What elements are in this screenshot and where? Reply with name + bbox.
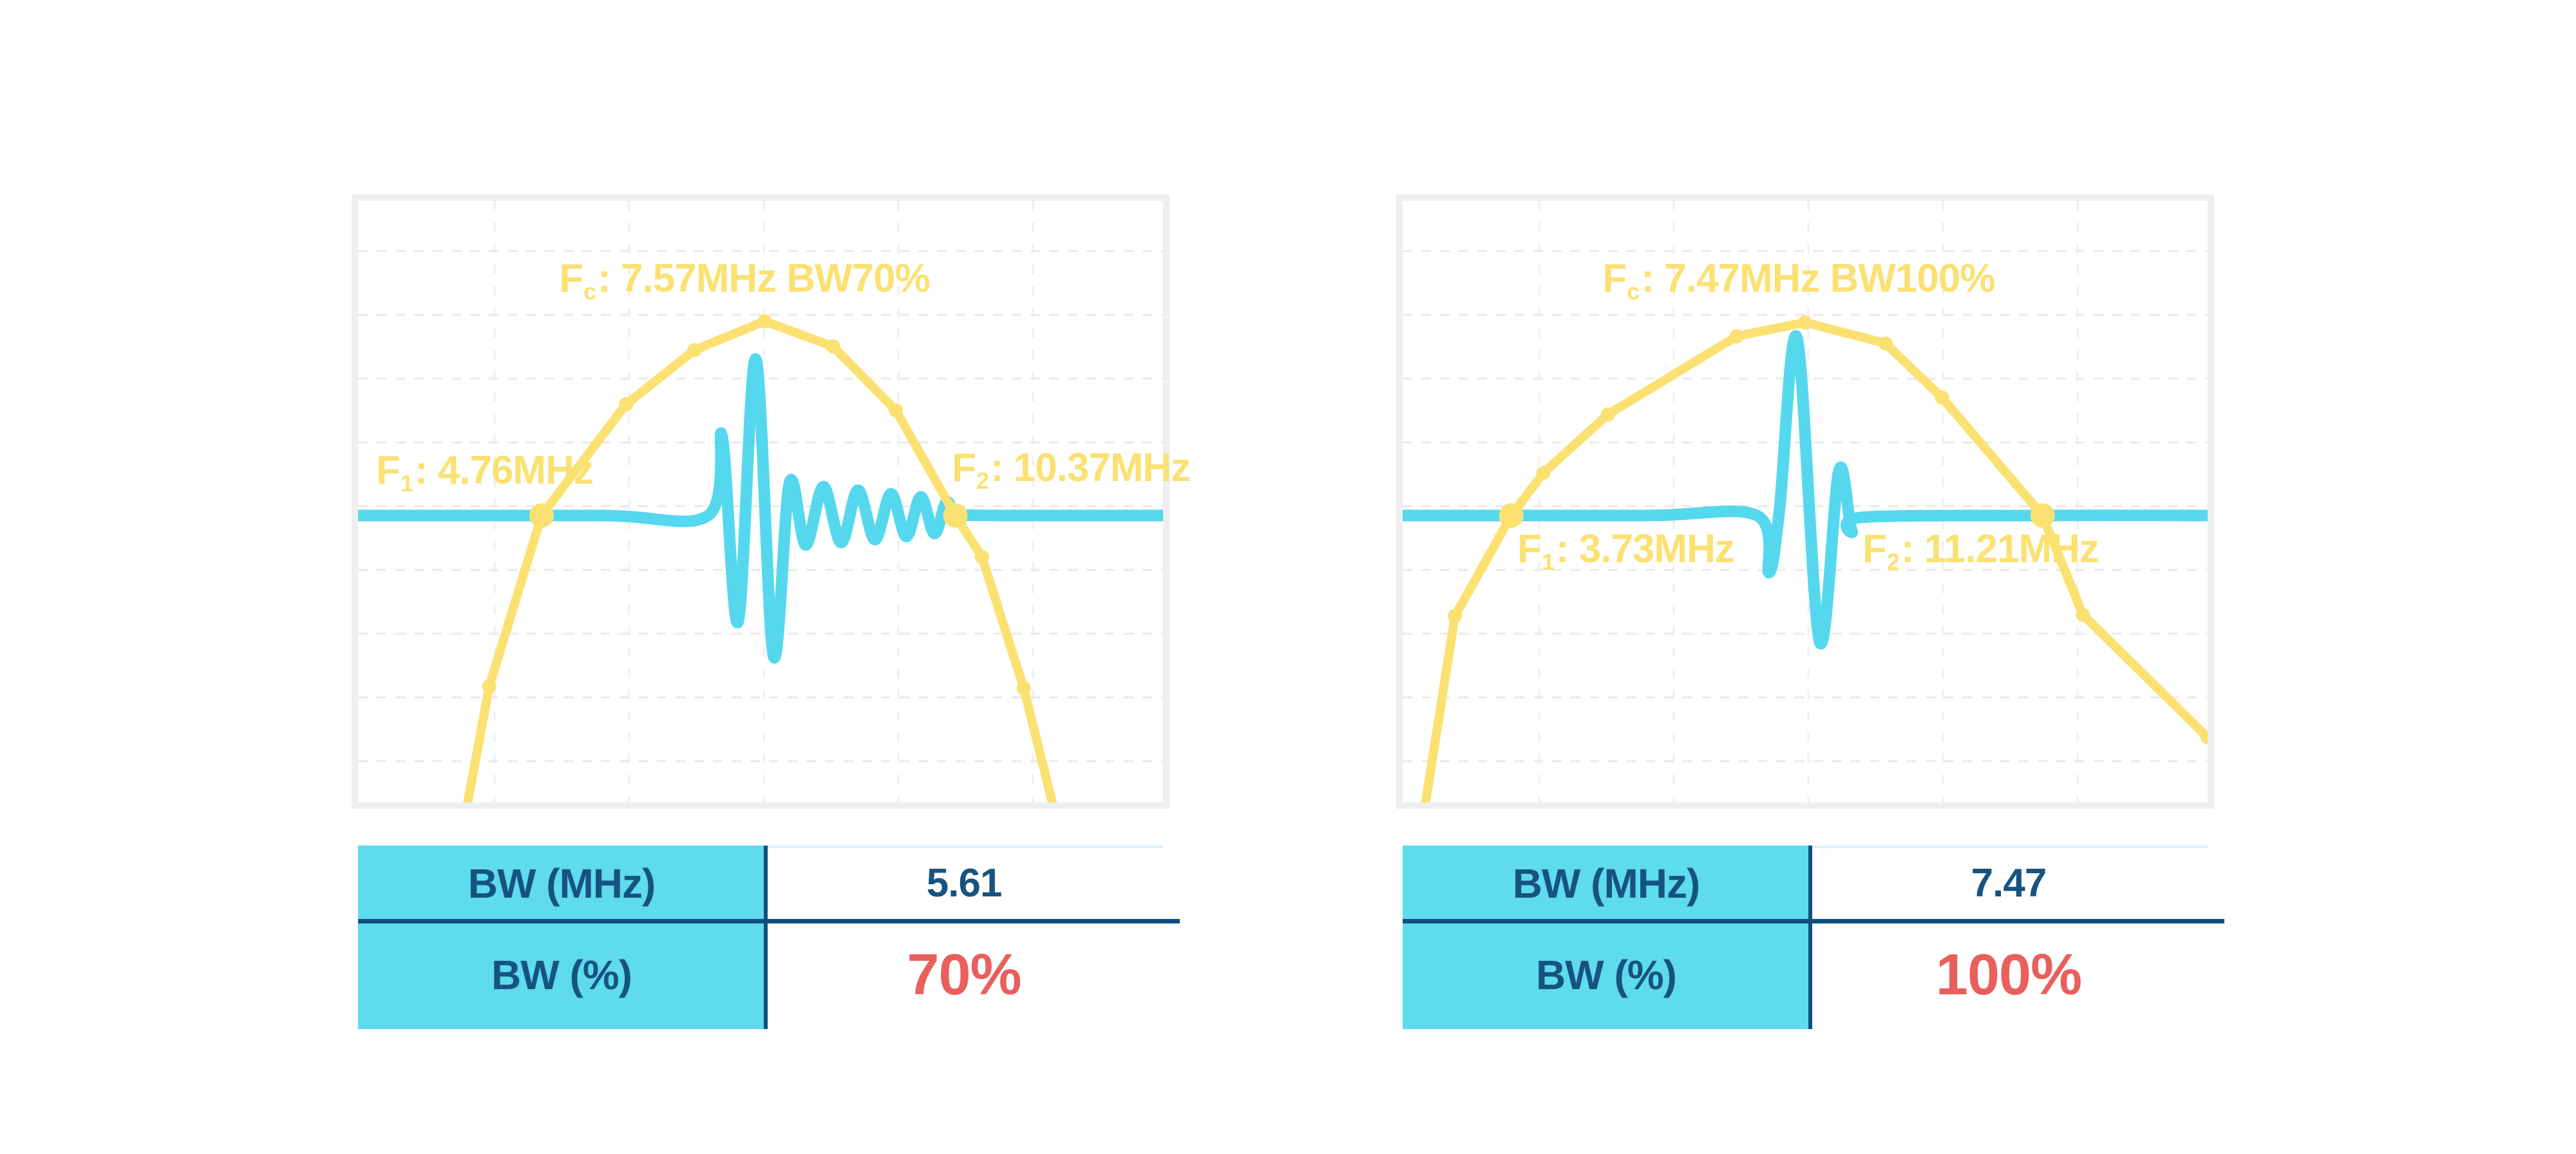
bandwidth-table-left: BW (MHz) 5.61 BW (%) 70% bbox=[358, 846, 1180, 1029]
fc-value: : 7.57MHz BW70% bbox=[598, 256, 931, 301]
f1-subscript: 1 bbox=[1541, 549, 1555, 576]
pulse-spectrum-panel-right: Fc: 7.47MHz BW100% F1: 3.73MHz F2: 11.21… bbox=[1396, 194, 2224, 1029]
f1-prefix: F bbox=[376, 448, 401, 493]
f2-value: : 11.21MHz bbox=[1900, 527, 2099, 571]
center-frequency-annotation: Fc: 7.47MHz BW100% bbox=[1602, 256, 1996, 304]
spectrum-pulse-plot-right bbox=[1403, 201, 2208, 802]
f2-prefix: F bbox=[952, 446, 976, 490]
table-row: BW (%) 70% bbox=[358, 921, 1163, 1029]
chart-frame-left: Fc: 7.57MHz BW70% F1: 4.76MHz F2: 10.37M… bbox=[352, 194, 1191, 809]
table-column-divider bbox=[1808, 846, 1812, 1029]
f1-prefix: F bbox=[1517, 527, 1542, 571]
table-top-border bbox=[1810, 846, 2208, 848]
fc-subscript: c bbox=[583, 278, 596, 305]
table-row-divider bbox=[1403, 919, 2224, 923]
bw-mhz-value: 5.61 bbox=[926, 861, 1003, 905]
pulse-spectrum-panel-left: Fc: 7.57MHz BW70% F1: 4.76MHz F2: 10.37M… bbox=[352, 194, 1191, 1029]
f2-value: : 10.37MHz bbox=[990, 446, 1191, 490]
table-row: BW (MHz) 7.47 bbox=[1403, 846, 2208, 921]
bw-percent-value: 70% bbox=[907, 942, 1021, 1007]
bw-percent-label: BW (%) bbox=[1536, 952, 1677, 998]
high-frequency-annotation: F2: 10.37MHz bbox=[952, 446, 1191, 493]
high-frequency-annotation: F2: 11.21MHz bbox=[1862, 527, 2099, 574]
table-row: BW (MHz) 5.61 bbox=[358, 846, 1163, 921]
bw-percent-value: 100% bbox=[1935, 942, 2082, 1007]
f1-value: : 4.76MHz bbox=[414, 448, 594, 493]
bandwidth-table-right: BW (MHz) 7.47 BW (%) 100% bbox=[1403, 846, 2224, 1029]
table-row-divider bbox=[358, 919, 1180, 923]
bw-percent-label-cell: BW (%) bbox=[358, 921, 765, 1029]
bw-percent-label: BW (%) bbox=[491, 952, 632, 998]
center-frequency-annotation: Fc: 7.57MHz BW70% bbox=[559, 256, 931, 304]
table-row: BW (%) 100% bbox=[1403, 921, 2208, 1029]
bw-mhz-label-cell: BW (MHz) bbox=[1403, 846, 1810, 921]
fc-prefix: F bbox=[1602, 256, 1627, 301]
table-top-border bbox=[765, 846, 1163, 848]
f1-subscript: 1 bbox=[400, 470, 413, 497]
table-column-divider bbox=[764, 846, 768, 1029]
spectrum-pulse-plot-left bbox=[358, 201, 1163, 802]
f2-subscript: 2 bbox=[1886, 549, 1900, 576]
chart-frame-right: Fc: 7.47MHz BW100% F1: 3.73MHz F2: 11.21… bbox=[1396, 194, 2214, 809]
bw-percent-value-cell: 70% bbox=[765, 921, 1163, 1029]
f1-value: : 3.73MHz bbox=[1555, 527, 1735, 571]
bw-mhz-value-cell: 7.47 bbox=[1810, 846, 2208, 921]
bw-mhz-label: BW (MHz) bbox=[1512, 860, 1701, 907]
bw-mhz-value-cell: 5.61 bbox=[765, 846, 1163, 921]
bw-mhz-label-cell: BW (MHz) bbox=[358, 846, 765, 921]
fc-prefix: F bbox=[559, 256, 583, 301]
low-frequency-annotation: F1: 3.73MHz bbox=[1517, 527, 1735, 574]
fc-subscript: c bbox=[1627, 278, 1640, 305]
low-frequency-annotation: F1: 4.76MHz bbox=[376, 448, 594, 496]
bw-mhz-value: 7.47 bbox=[1971, 861, 2047, 905]
bw-mhz-label: BW (MHz) bbox=[468, 860, 656, 907]
f2-subscript: 2 bbox=[976, 468, 989, 495]
fc-value: : 7.47MHz BW100% bbox=[1641, 256, 1995, 301]
f2-prefix: F bbox=[1862, 527, 1887, 571]
bw-percent-label-cell: BW (%) bbox=[1403, 921, 1810, 1029]
bw-percent-value-cell: 100% bbox=[1810, 921, 2208, 1029]
